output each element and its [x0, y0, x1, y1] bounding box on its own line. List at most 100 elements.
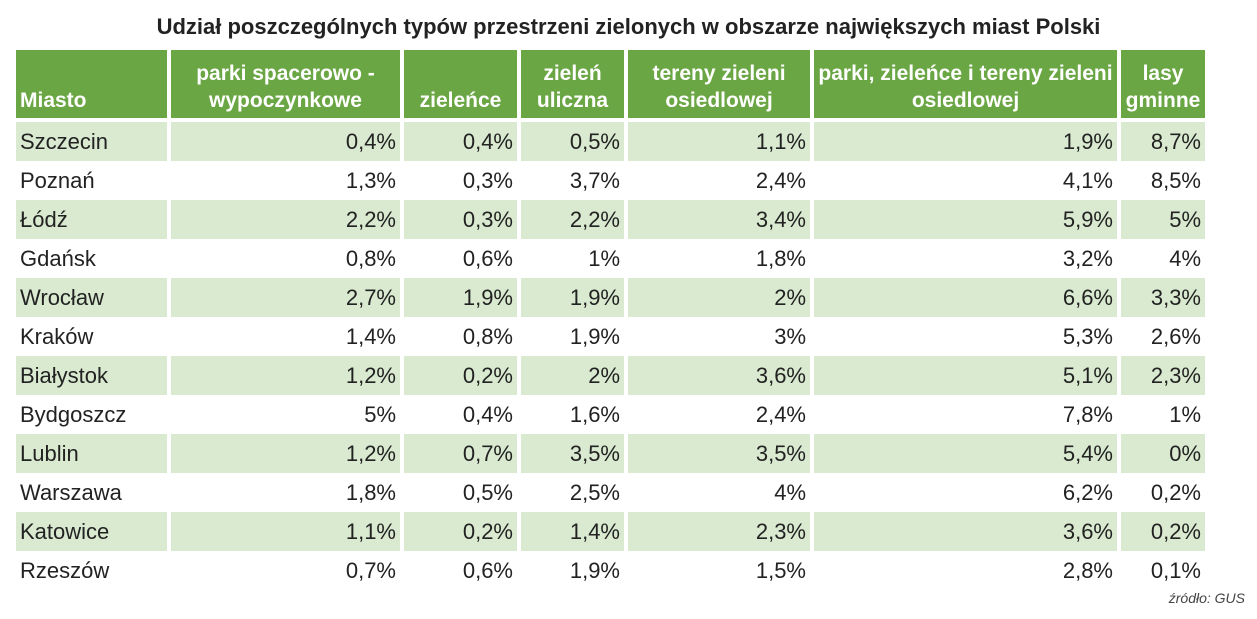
value-cell: 7,8%	[1062, 401, 1113, 427]
value-cell: 8,5%	[1150, 167, 1201, 193]
value-cell: 2%	[628, 278, 810, 317]
value-cell: 2,2%	[171, 200, 400, 239]
table-row: Bydgoszcz 5% 0,4% 1,6% 2,4% 7,8% 1%	[16, 395, 1205, 434]
table-row: Szczecin 0,4% 0,4% 0,5% 1,1% 1,9% 8,7%	[16, 122, 1205, 161]
value-cell: 4%	[1169, 245, 1201, 271]
value-cell: 3,7%	[569, 167, 620, 193]
table-row: Kraków 1,4% 0,8% 1,9% 3% 5,3% 2,6%	[16, 317, 1205, 356]
value-cell: 1,9%	[569, 323, 620, 349]
table-row: Katowice 1,1% 0,2% 1,4% 2,3% 3,6% 0,2%	[16, 512, 1205, 551]
value-cell: 3,4%	[628, 200, 810, 239]
value-cell: 3,5%	[521, 434, 624, 473]
column-header: parki spacerowo - wypoczynkowe	[171, 50, 400, 122]
value-cell: 0,4%	[462, 401, 513, 427]
value-cell: 1,2%	[171, 356, 400, 395]
source-note: źródło: GUS	[1168, 590, 1245, 606]
value-cell: 0,2%	[1121, 512, 1205, 551]
value-cell: 2,8%	[1062, 557, 1113, 583]
value-cell: 0,8%	[345, 245, 396, 271]
table-row: Warszawa 1,8% 0,5% 2,5% 4% 6,2% 0,2%	[16, 473, 1205, 512]
column-header: Miasto	[16, 50, 167, 122]
data-table: Miasto parki spacerowo - wypoczynkowe zi…	[12, 50, 1209, 590]
value-cell: 8,7%	[1121, 122, 1205, 161]
value-cell: 3,6%	[628, 356, 810, 395]
value-cell: 0,1%	[1150, 557, 1201, 583]
value-cell: 1,9%	[521, 278, 624, 317]
column-header: tereny zieleni osiedlowej	[628, 50, 810, 122]
value-cell: 5%	[364, 401, 396, 427]
city-cell: Lublin	[16, 434, 167, 473]
value-cell: 3,5%	[628, 434, 810, 473]
value-cell: 2,3%	[628, 512, 810, 551]
column-header: zieleń uliczna	[521, 50, 624, 122]
value-cell: 4,1%	[1062, 167, 1113, 193]
table-row: Białystok 1,2% 0,2% 2% 3,6% 5,1% 2,3%	[16, 356, 1205, 395]
value-cell: 2,4%	[755, 401, 806, 427]
value-cell: 1,8%	[755, 245, 806, 271]
value-cell: 2,6%	[1150, 323, 1201, 349]
table-row: Lublin 1,2% 0,7% 3,5% 3,5% 5,4% 0%	[16, 434, 1205, 473]
value-cell: 0,5%	[521, 122, 624, 161]
value-cell: 0,6%	[462, 557, 513, 583]
value-cell: 3,6%	[814, 512, 1117, 551]
table-row: Gdańsk 0,8% 0,6% 1% 1,8% 3,2% 4%	[16, 239, 1205, 278]
value-cell: 6,2%	[1062, 479, 1113, 505]
city-cell: Katowice	[16, 512, 167, 551]
value-cell: 1,9%	[404, 278, 517, 317]
value-cell: 2,4%	[755, 167, 806, 193]
value-cell: 5,1%	[814, 356, 1117, 395]
header-row: Miasto parki spacerowo - wypoczynkowe zi…	[16, 50, 1205, 122]
table-row: Rzeszów 0,7% 0,6% 1,9% 1,5% 2,8% 0,1%	[16, 551, 1205, 590]
value-cell: 4%	[774, 479, 806, 505]
value-cell: 0%	[1121, 434, 1205, 473]
value-cell: 1%	[1169, 401, 1201, 427]
value-cell: 0,2%	[1150, 479, 1201, 505]
value-cell: 1,5%	[755, 557, 806, 583]
city-cell: Warszawa	[20, 479, 122, 505]
value-cell: 0,7%	[404, 434, 517, 473]
value-cell: 6,6%	[814, 278, 1117, 317]
value-cell: 0,5%	[462, 479, 513, 505]
value-cell: 0,4%	[171, 122, 400, 161]
value-cell: 0,3%	[404, 200, 517, 239]
value-cell: 5,4%	[814, 434, 1117, 473]
value-cell: 1,1%	[171, 512, 400, 551]
city-cell: Bydgoszcz	[20, 401, 127, 427]
city-cell: Łódź	[16, 200, 167, 239]
city-cell: Gdańsk	[20, 245, 96, 271]
city-cell: Szczecin	[16, 122, 167, 161]
value-cell: 1,8%	[345, 479, 396, 505]
value-cell: 0,2%	[404, 356, 517, 395]
table-row: Poznań 1,3% 0,3% 3,7% 2,4% 4,1% 8,5%	[16, 161, 1205, 200]
value-cell: 1%	[588, 245, 620, 271]
value-cell: 1,3%	[345, 167, 396, 193]
column-header: lasy gminne	[1121, 50, 1205, 122]
column-header: zieleńce	[404, 50, 517, 122]
value-cell: 0,8%	[462, 323, 513, 349]
value-cell: 0,2%	[404, 512, 517, 551]
value-cell: 0,7%	[345, 557, 396, 583]
value-cell: 5%	[1121, 200, 1205, 239]
city-cell: Poznań	[20, 167, 95, 193]
value-cell: 3,3%	[1121, 278, 1205, 317]
value-cell: 2%	[521, 356, 624, 395]
value-cell: 2,5%	[569, 479, 620, 505]
value-cell: 5,3%	[1062, 323, 1113, 349]
value-cell: 3%	[774, 323, 806, 349]
value-cell: 1,4%	[521, 512, 624, 551]
value-cell: 0,4%	[404, 122, 517, 161]
value-cell: 2,2%	[521, 200, 624, 239]
value-cell: 2,7%	[171, 278, 400, 317]
value-cell: 3,2%	[1062, 245, 1113, 271]
value-cell: 0,6%	[462, 245, 513, 271]
value-cell: 1,6%	[569, 401, 620, 427]
value-cell: 1,4%	[345, 323, 396, 349]
chart-title: Udział poszczególnych typów przestrzeni …	[156, 14, 1101, 39]
value-cell: 1,2%	[171, 434, 400, 473]
table-body: Szczecin 0,4% 0,4% 0,5% 1,1% 1,9% 8,7% Poznań 1,…	[16, 122, 1205, 590]
value-cell: 5,9%	[814, 200, 1117, 239]
city-cell: Rzeszów	[20, 557, 110, 583]
table-row: Wrocław 2,7% 1,9% 1,9% 2% 6,6% 3,3%	[16, 278, 1205, 317]
city-cell: Kraków	[20, 323, 94, 349]
